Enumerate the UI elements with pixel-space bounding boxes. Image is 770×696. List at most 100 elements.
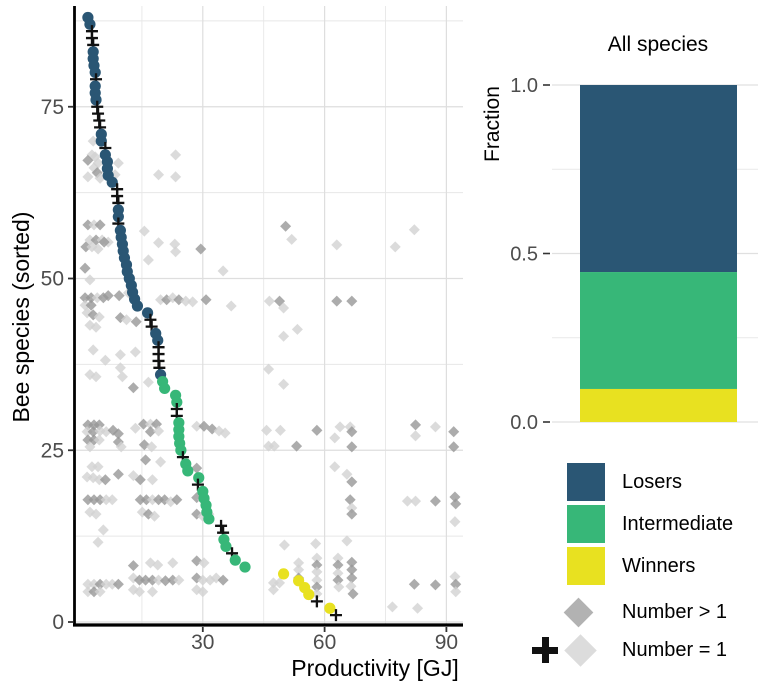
diamond-number-eq1 xyxy=(88,219,100,231)
diamond-number-gt1 xyxy=(153,494,165,506)
curve-dot-L xyxy=(89,66,101,78)
scatter-gridlines xyxy=(76,6,463,625)
diamond-number-eq1 xyxy=(410,430,422,442)
curve-dot-L xyxy=(152,334,164,346)
diamond-number-eq1 xyxy=(345,580,357,592)
diamond-number-eq1 xyxy=(332,552,344,564)
bar-segment-intermediate xyxy=(580,272,737,389)
curve-plus-marker xyxy=(111,190,124,203)
diamond-number-eq1 xyxy=(329,461,341,473)
diamond-number-gt1 xyxy=(280,220,292,232)
curve-dot-I xyxy=(239,561,251,573)
diamond-number-gt1 xyxy=(311,424,323,436)
diamond-number-gt1 xyxy=(346,295,358,307)
diamond-number-eq1 xyxy=(146,474,158,486)
curve-dot-W xyxy=(324,602,336,614)
diamond-eq1-icon xyxy=(564,634,597,667)
diamond-number-eq1 xyxy=(267,584,279,596)
losers-swatch xyxy=(567,463,605,501)
diamond-number-gt1 xyxy=(450,498,462,510)
plus-icon xyxy=(532,637,558,663)
diamond-number-eq1 xyxy=(410,495,422,507)
curve-dot-I xyxy=(193,472,205,484)
curve-dot-L xyxy=(95,135,107,147)
diamond-number-eq1 xyxy=(334,421,346,433)
diamond-number-eq1 xyxy=(106,494,118,506)
legend-row-number-gt1: Number > 1 xyxy=(480,593,770,631)
curve-dot-I xyxy=(203,513,215,525)
diamond-number-eq1 xyxy=(173,574,185,586)
diamond-number-eq1 xyxy=(170,171,182,183)
curve-dot-L xyxy=(106,176,118,188)
curve-plus-marker xyxy=(215,519,228,532)
diamond-number-eq1 xyxy=(153,237,165,249)
legend-row-number-eq1: Number = 1 xyxy=(480,631,770,669)
bar-chart-title: All species xyxy=(607,33,709,56)
diamond-number-eq1 xyxy=(217,265,229,277)
bar-y-tick-label: 0.0 xyxy=(510,412,538,434)
diamond-number-eq1 xyxy=(293,564,305,576)
diamond-number-gt1 xyxy=(448,426,460,438)
diamond-number-eq1 xyxy=(311,566,323,578)
diamond-number-eq1 xyxy=(92,243,104,255)
legend-label-winners: Winners xyxy=(622,555,696,577)
diamond-number-eq1 xyxy=(263,295,275,307)
winners-swatch xyxy=(567,547,605,585)
diamond-number-gt1 xyxy=(346,426,358,438)
curve-plus-marker xyxy=(329,609,342,622)
diamond-number-eq1 xyxy=(278,330,290,342)
y-tick-label: 75 xyxy=(41,96,64,119)
stacked-bar xyxy=(580,85,737,422)
x-tick-label: 90 xyxy=(435,631,458,654)
diamond-number-eq1 xyxy=(286,233,298,245)
diamond-number-eq1 xyxy=(116,371,128,383)
diamond-number-gt1 xyxy=(346,564,358,576)
diamond-number-gt1 xyxy=(332,559,344,571)
y-tick-label: 0 xyxy=(52,611,64,634)
diamond-number-eq1 xyxy=(92,536,104,548)
diamond-number-gt1 xyxy=(408,578,420,590)
diamond-number-eq1 xyxy=(310,538,322,550)
diamond-number-eq1 xyxy=(142,254,154,266)
diamond-number-gt1 xyxy=(346,476,358,488)
scatter-axes: 30 60 90 0 25 50 75 xyxy=(41,6,463,654)
diamond-number-eq1 xyxy=(408,224,420,236)
diamond-number-eq1 xyxy=(331,239,343,251)
curve-plus-marker xyxy=(85,32,98,45)
diamond-number-gt1 xyxy=(346,556,358,568)
curve-dot-W xyxy=(277,568,290,580)
bar-panel: 0.0 0.5 1.0 xyxy=(510,75,758,434)
diamond-number-gt1 xyxy=(347,588,359,600)
curve-plus-marker xyxy=(144,313,157,326)
bar-segment-winners xyxy=(580,388,737,422)
diamond-number-eq1 xyxy=(225,300,237,312)
diamond-gt1-icon xyxy=(563,597,594,628)
diamond-number-gt1 xyxy=(450,578,462,590)
diamond-number-eq1 xyxy=(82,171,94,183)
diamond-number-gt1 xyxy=(195,243,207,255)
diamond-number-eq1 xyxy=(170,149,182,161)
diamond-number-eq1 xyxy=(278,378,290,390)
diamond-number-eq1 xyxy=(191,420,203,432)
diamond-number-gt1 xyxy=(191,462,203,474)
diamond-number-gt1 xyxy=(127,382,139,394)
curve-plus-marker xyxy=(92,107,105,120)
diamond-number-eq1 xyxy=(341,535,353,547)
diamond-number-gt1 xyxy=(98,236,110,248)
diamond-number-eq1 xyxy=(112,157,124,169)
diamond-number-gt1 xyxy=(331,295,343,307)
diamond-number-gt1 xyxy=(429,495,441,507)
diamond-number-eq1 xyxy=(263,440,275,452)
diamond-number-eq1 xyxy=(167,557,179,569)
diamond-number-eq1 xyxy=(169,238,181,250)
diamond-number-gt1 xyxy=(127,560,139,572)
bar-y-tick-label: 1.0 xyxy=(510,75,538,97)
diamond-number-gt1 xyxy=(346,508,358,520)
diamond-number-eq1 xyxy=(144,418,156,430)
diamond-number-eq1 xyxy=(142,376,154,388)
legend-row-losers: Losers xyxy=(480,463,770,501)
scatter-panel: 30 60 90 0 25 50 75 xyxy=(41,6,463,654)
diamond-number-gt1 xyxy=(200,294,212,306)
diamond-number-eq1 xyxy=(449,571,461,583)
